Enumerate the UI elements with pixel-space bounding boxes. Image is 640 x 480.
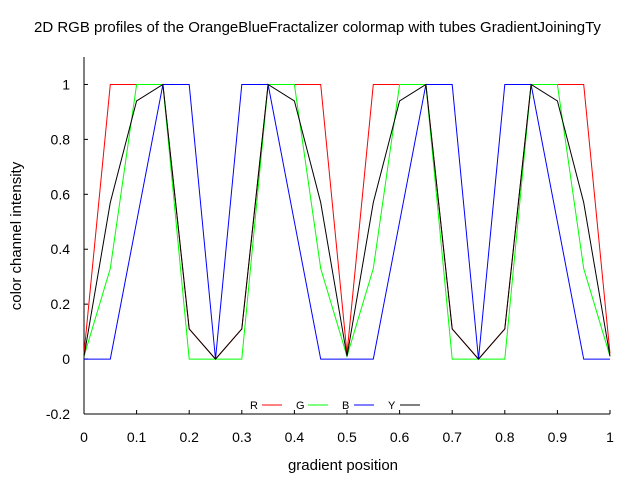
legend-label-g: G <box>296 400 305 412</box>
y-ticks: -0.2 0 0.2 0.4 0.6 0.8 1 <box>46 76 88 422</box>
x-tick-label: 0 <box>80 429 88 445</box>
x-tick-label: 0.2 <box>179 429 199 445</box>
x-axis-label: gradient position <box>288 457 398 474</box>
y-tick-label: 0.4 <box>51 241 71 257</box>
x-tick-label: 0.9 <box>548 429 568 445</box>
y-tick-label: -0.2 <box>46 406 70 422</box>
y-tick-label: 0.6 <box>51 186 71 202</box>
y-axis-label: color channel intensity <box>8 161 25 310</box>
series-line-b <box>84 84 610 360</box>
series-lines <box>83 83 611 360</box>
y-tick-label: 0 <box>62 351 70 367</box>
y-tick-label: 1 <box>62 76 70 92</box>
series-line-y <box>83 83 611 360</box>
x-tick-label: 0.6 <box>390 429 410 445</box>
x-tick-label: 0.7 <box>442 429 462 445</box>
x-tick-label: 1 <box>606 429 614 445</box>
legend-label-r: R <box>250 400 258 412</box>
x-tick-label: 0.8 <box>495 429 515 445</box>
x-tick-label: 0.3 <box>232 429 252 445</box>
x-tick-label: 0.4 <box>285 429 305 445</box>
y-tick-label: 0.2 <box>51 296 71 312</box>
x-tick-label: 0.5 <box>337 429 357 445</box>
chart-title: 2D RGB profiles of the OrangeBlueFractal… <box>34 19 601 36</box>
plot-area: -0.2 0 0.2 0.4 0.6 0.8 1 0 0.1 0.2 0.3 0.4 0.5 0.6 0.… <box>46 57 614 445</box>
x-ticks: 0 0.1 0.2 0.3 0.4 0.5 0.6 0.7 0.8 0.9 1 <box>80 410 614 445</box>
y-tick-label: 0.8 <box>51 131 71 147</box>
legend-label-b: B <box>342 400 349 412</box>
x-tick-label: 0.1 <box>127 429 147 445</box>
legend-label-y: Y <box>388 400 396 412</box>
